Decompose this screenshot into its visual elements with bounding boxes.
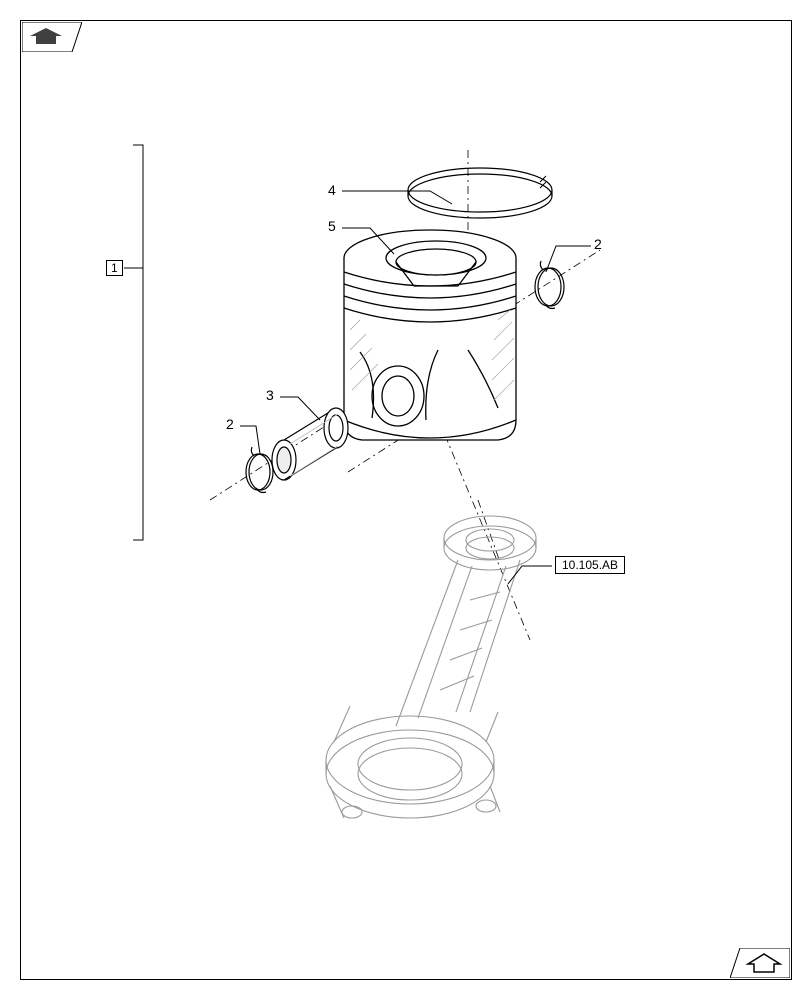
- callout-2-right: 2: [594, 236, 602, 252]
- part-connecting-rod: [326, 516, 536, 818]
- cross-reference-box[interactable]: 10.105.AB: [555, 556, 625, 574]
- callout-5: 5: [328, 218, 336, 234]
- part-compression-ring: [408, 168, 552, 218]
- callout-2-left: 2: [226, 416, 234, 432]
- part-wrist-pin: [272, 408, 348, 480]
- part-piston: [344, 230, 516, 440]
- piston-assembly-diagram: [0, 0, 812, 1000]
- assembly-bracket: [124, 145, 143, 540]
- callout-4: 4: [328, 182, 336, 198]
- part-snap-ring-right: [535, 261, 564, 309]
- callout-1: 1: [106, 260, 123, 276]
- callout-3: 3: [266, 387, 274, 403]
